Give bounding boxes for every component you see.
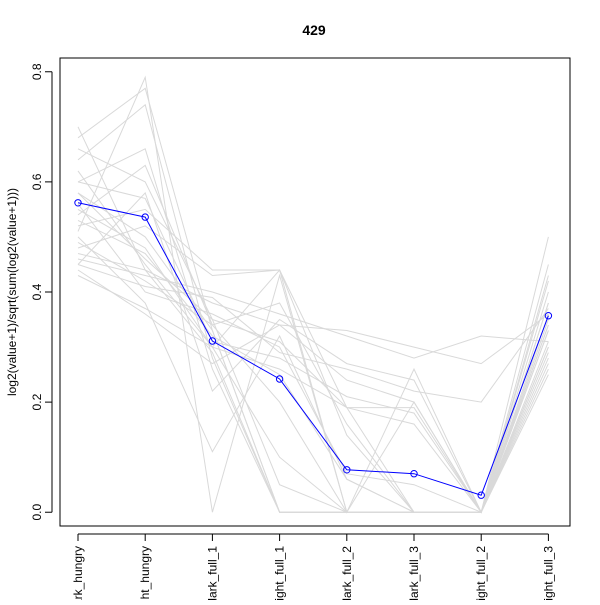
background-series-line-11 [77,75,549,514]
background-series-layer [77,75,549,514]
background-series-line-23 [77,164,549,513]
background-series-line-0 [77,126,549,513]
x-tick-label-light_hungry: ight_hungry [138,546,152,600]
x-tick-label-dark_hungry: ark_hungry [71,546,85,600]
plot-frame [59,57,571,527]
x-tick-label-light_full_2: light_full_2 [474,546,488,600]
background-series-line-15 [77,253,549,365]
y-tick-label: 0.2 [30,393,44,410]
background-series-line-1 [77,87,549,513]
data-point-dark_full_1 [208,337,217,345]
data-point-light_full_1 [275,375,284,383]
data-point-dark_full_3 [410,470,418,478]
background-series-line-18 [77,269,549,514]
x-tick-label-light_full_1: light_full_1 [273,546,287,600]
background-series-line-9 [77,219,549,513]
background-series-line-20 [77,181,549,514]
background-series-line-21 [77,192,549,514]
background-series-line-17 [77,264,549,403]
y-tick-label: 0.4 [30,283,44,300]
data-point-dark_full_2 [343,466,351,474]
x-tick-label-dark_full_3: dark_full_3 [407,546,421,600]
axes-layer: 0.0 0.2 0.4 0.6 0.8 [30,63,549,541]
y-axis-label: log2(value+1)/sqrt(sum(log2(value+1))) [5,188,19,396]
data-point-dark_hungry [74,199,82,207]
background-series-line-3 [77,103,549,513]
data-point-light_full_2 [477,491,485,499]
x-tick-label-dark_full_2: dark_full_2 [340,546,354,600]
background-series-line-8 [77,208,549,514]
y-tick-label: 0.8 [30,63,44,80]
background-series-line-19 [77,191,549,514]
background-series-line-16 [77,258,549,359]
x-tick-label-light_full_3: light_full_3 [541,546,555,600]
x-tick-label-dark_full_1: dark_full_1 [205,546,219,600]
data-point-light_full_3 [544,312,553,320]
y-tick-label: 0.0 [30,504,44,521]
background-series-line-7 [77,203,549,513]
highlight-series-line [77,202,549,496]
chart-title: 429 [302,22,326,38]
data-point-light_hungry [141,213,149,221]
y-tick-label: 0.6 [30,173,44,190]
highlight-series-layer [74,199,553,499]
x-tick-labels: ark_hungry ight_hungry dark_full_1 light_fu… [71,546,555,600]
